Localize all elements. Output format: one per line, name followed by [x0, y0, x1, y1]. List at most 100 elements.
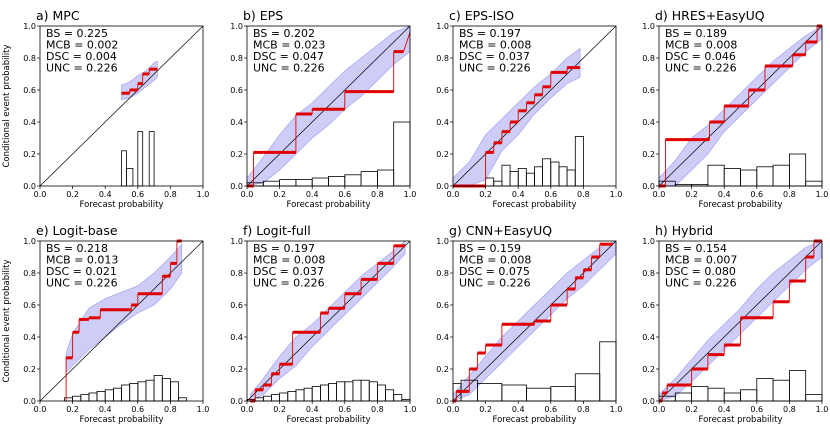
y-tick-label: 0.8 [230, 54, 243, 63]
diagonal-line [39, 240, 204, 402]
panel-2: 0.0 0.2 0.4 0.6 0.8 1.00.00.20.40.60.81.0b) E… [230, 8, 416, 210]
histogram-bar [104, 389, 114, 402]
x-tick-label: 0.6 [131, 405, 144, 414]
plot-frame [658, 25, 823, 187]
histogram-bar [80, 394, 90, 402]
histogram-bar [476, 382, 503, 402]
x-tick-label: 1.0 [816, 190, 829, 199]
y-tick-label: 0.4 [436, 333, 449, 342]
x-tick-label: 0.8 [164, 190, 177, 199]
histogram-bar [344, 174, 362, 187]
histogram-bar [96, 390, 106, 402]
x-tick-label: 0.6 [131, 190, 144, 199]
histogram-bar [501, 384, 527, 402]
x-tick-label: 0.2 [66, 190, 79, 199]
x-axis-label: Forecast probability [492, 415, 576, 425]
histogram-bar [145, 379, 155, 402]
x-tick-label: 1.0 [197, 190, 210, 199]
x-tick-label: 0.2 [273, 405, 286, 414]
stat-line: UNC = 0.226 [253, 277, 325, 290]
histogram-bar [270, 394, 280, 402]
x-axis-label: Forecast probability [286, 200, 370, 210]
y-tick-label: 0.8 [23, 54, 36, 63]
x-tick-label: 0.2 [685, 405, 698, 414]
reliability-curve [453, 242, 613, 403]
y-tick-label: 0.0 [642, 397, 655, 406]
stat-line: DSC = 0.037 [459, 50, 530, 63]
histogram-bar [509, 171, 519, 187]
histogram-bar [574, 373, 601, 402]
x-tick-label: 0.8 [783, 190, 796, 199]
stat-line: BS = 0.225 [46, 27, 108, 40]
x-tick-label: 0.6 [338, 190, 351, 199]
histogram-bar [756, 166, 774, 187]
plot-frame [39, 25, 204, 187]
histogram-bar [336, 381, 346, 402]
histogram [64, 374, 188, 402]
y-tick-label: 1.0 [23, 237, 36, 246]
stat-line: UNC = 0.226 [253, 62, 325, 75]
histogram-bar [287, 390, 297, 402]
diagonal-line [246, 25, 411, 187]
histogram-bar [723, 392, 741, 402]
panel-title: a) MPC [36, 8, 80, 23]
histogram-bar [376, 384, 386, 402]
y-tick-label: 1.0 [230, 237, 243, 246]
panel-title: d) HRES+EasyUQ [655, 8, 765, 23]
histogram-bar [311, 177, 329, 187]
histogram-bar [789, 370, 807, 402]
x-tick-label: 0.2 [273, 190, 286, 199]
y-tick-label: 0.4 [23, 333, 36, 342]
histogram-bar [526, 172, 535, 187]
y-tick-label: 1.0 [23, 22, 36, 31]
y-tick-label: 0.6 [230, 301, 243, 310]
x-tick-label: 0.6 [750, 190, 763, 199]
x-axis-label: Forecast probability [698, 415, 782, 425]
y-tick-label: 1.0 [436, 237, 449, 246]
x-axis-label: Forecast probability [79, 415, 163, 425]
stat-line: UNC = 0.226 [665, 277, 737, 290]
stat-line: DSC = 0.047 [253, 50, 324, 63]
histogram-bar [707, 387, 725, 402]
x-tick-label: 0.2 [685, 190, 698, 199]
y-tick-label: 0.0 [230, 397, 243, 406]
x-tick-label: 1.0 [404, 190, 417, 199]
histogram-bar [279, 392, 289, 402]
histogram-bar [328, 175, 346, 187]
y-tick-label: 0.6 [642, 86, 655, 95]
panel-6: 0.0 0.2 0.4 0.6 0.8 1.00.00.20.40.60.81.0f) L… [230, 223, 416, 425]
histogram-bar [805, 180, 823, 187]
histogram-bar [558, 166, 568, 187]
stat-line: BS = 0.218 [46, 242, 108, 255]
stat-line: DSC = 0.021 [46, 265, 117, 278]
histogram-bar [126, 167, 134, 187]
histogram-bar [740, 389, 758, 402]
stat-line: MCB = 0.007 [665, 254, 737, 267]
histogram-bar [550, 386, 576, 402]
y-tick-label: 0.2 [23, 365, 36, 374]
plot-frame [246, 240, 411, 402]
y-tick-label: 0.6 [436, 301, 449, 310]
stat-line: BS = 0.159 [459, 242, 521, 255]
diagonal-line [39, 25, 204, 187]
y-tick-label: 0.8 [436, 54, 449, 63]
histogram-bar [169, 381, 179, 402]
panel-title: h) Hybrid [655, 223, 713, 238]
panel-5: 0.0 0.2 0.4 0.6 0.8 1.00.00.20.40.60.81.0e) L… [2, 223, 209, 425]
histogram-bar [485, 177, 495, 187]
histogram [121, 131, 155, 187]
histogram-bar [360, 171, 378, 187]
y-tick-label: 0.0 [230, 182, 243, 191]
y-tick-label: 1.0 [642, 22, 655, 31]
panel-7: 0.0 0.2 0.4 0.6 0.8 1.00.00.20.40.60.81.0g) C… [436, 223, 622, 425]
histogram-bar [517, 167, 527, 187]
x-tick-label: 0.4 [718, 190, 731, 199]
x-tick-label: 1.0 [816, 405, 829, 414]
y-axis-label: Conditional event probability [2, 44, 12, 167]
y-tick-label: 0.8 [642, 269, 655, 278]
histogram-bar [121, 150, 127, 187]
histogram-bar [550, 161, 560, 187]
reliability-jump [403, 32, 411, 52]
stat-line: BS = 0.154 [665, 242, 727, 255]
